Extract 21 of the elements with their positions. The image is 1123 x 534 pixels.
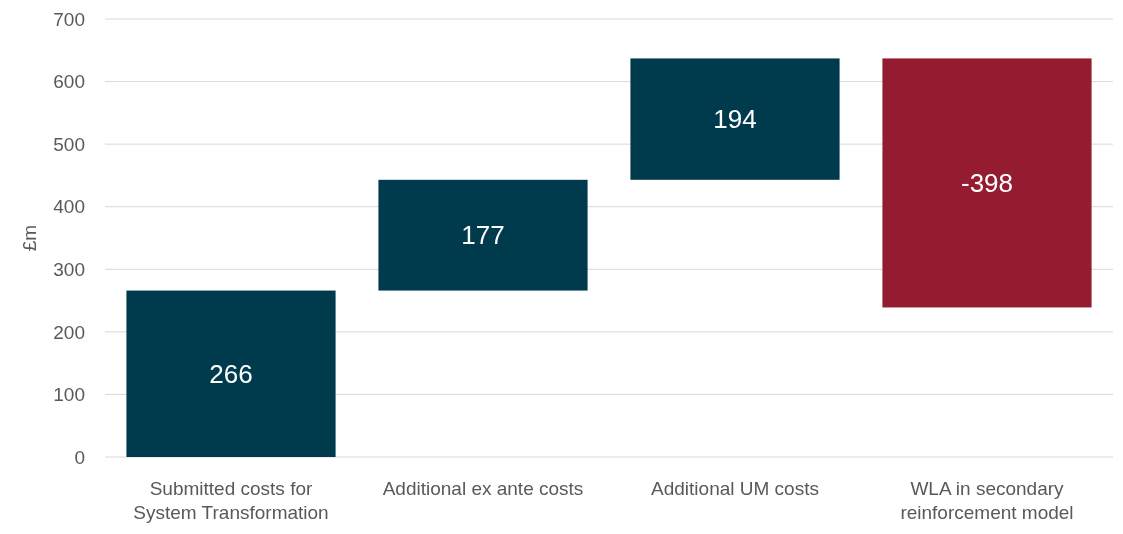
y-tick-label: 600 <box>53 71 85 93</box>
x-tick-label: WLA in secondary reinforcement model <box>900 478 1074 523</box>
data-label: 194 <box>713 104 757 135</box>
bar <box>630 58 840 180</box>
y-tick-label: 0 <box>74 446 85 468</box>
y-tick-label: 700 <box>53 8 85 30</box>
bar <box>378 179 588 291</box>
bar <box>882 58 1092 308</box>
data-label: 266 <box>209 358 253 389</box>
x-tick-label: Additional ex ante costs <box>382 478 584 499</box>
y-tick-label: 100 <box>53 384 85 406</box>
bar <box>126 290 336 457</box>
y-tick-label: 500 <box>53 133 85 155</box>
data-label: 177 <box>461 220 505 251</box>
x-tick-label: Submitted costs for System Transformation <box>133 478 329 523</box>
y-tick-label: 400 <box>53 196 85 218</box>
data-label: -398 <box>960 168 1014 199</box>
y-tick-label: 200 <box>53 321 85 343</box>
x-tick-label: Additional UM costs <box>651 478 819 499</box>
y-tick-label: 300 <box>53 258 85 280</box>
y-axis-title: £m <box>19 224 40 252</box>
